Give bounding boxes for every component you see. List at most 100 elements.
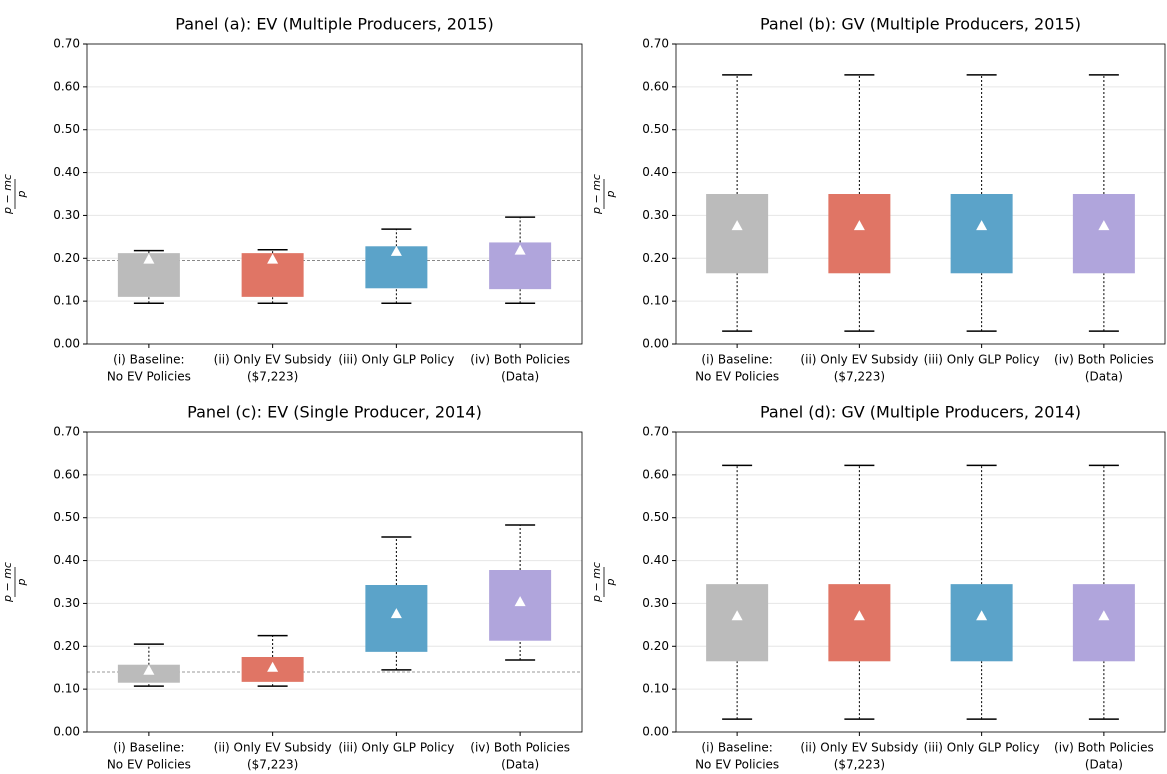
y-label-numerator: p − mc bbox=[590, 174, 603, 215]
mean-marker bbox=[1098, 220, 1110, 231]
x-tick-label: (iii) Only GLP Policy bbox=[338, 353, 454, 367]
mean-marker bbox=[390, 608, 402, 619]
y-tick-label: 0.00 bbox=[53, 725, 80, 739]
y-tick-label: 0.30 bbox=[53, 208, 80, 222]
y-tick-label: 0.20 bbox=[53, 639, 80, 653]
y-tick-label: 0.50 bbox=[642, 122, 669, 136]
mean-marker bbox=[143, 253, 155, 264]
mean-marker bbox=[267, 253, 279, 264]
x-tick-label: (i) Baseline: bbox=[701, 741, 772, 755]
y-axis-label: p − mc p bbox=[1, 174, 28, 215]
x-tick-label: (iv) Both Policies bbox=[470, 741, 570, 755]
x-tick-label: ($7,223) bbox=[834, 370, 885, 384]
x-tick-label: (ii) Only EV Subsidy bbox=[214, 741, 332, 755]
chart-title: Panel (b): GV (Multiple Producers, 2015) bbox=[760, 15, 1081, 34]
mean-marker bbox=[731, 610, 743, 621]
y-tick-label: 0.10 bbox=[642, 682, 669, 696]
y-tick-label: 0.20 bbox=[642, 639, 669, 653]
y-tick-label: 0.00 bbox=[53, 337, 80, 351]
mean-marker bbox=[853, 610, 865, 621]
x-tick-label: (Data) bbox=[501, 370, 539, 384]
x-tick-label: No EV Policies bbox=[107, 758, 191, 772]
y-label-numerator: p − mc bbox=[590, 562, 603, 603]
x-tick-label: (Data) bbox=[501, 758, 539, 772]
x-tick-label: (i) Baseline: bbox=[113, 741, 184, 755]
plot-frame bbox=[675, 431, 1166, 733]
y-label-denominator: p bbox=[604, 190, 617, 198]
y-axis-label: p − mc p bbox=[590, 174, 617, 215]
y-axis-label: p − mc p bbox=[1, 562, 28, 603]
y-label-numerator: p − mc bbox=[1, 562, 14, 603]
y-tick-label: 0.40 bbox=[53, 165, 80, 179]
mean-marker bbox=[976, 610, 988, 621]
x-tick-label: No EV Policies bbox=[695, 758, 779, 772]
x-tick-label: No EV Policies bbox=[695, 370, 779, 384]
box bbox=[828, 584, 891, 662]
y-tick-label: 0.70 bbox=[642, 425, 669, 439]
y-tick-label: 0.10 bbox=[642, 294, 669, 308]
y-tick-label: 0.40 bbox=[53, 553, 80, 567]
box bbox=[1072, 194, 1135, 274]
x-tick-label: (ii) Only EV Subsidy bbox=[214, 353, 332, 367]
y-tick-label: 0.00 bbox=[642, 337, 669, 351]
y-tick-label: 0.40 bbox=[642, 165, 669, 179]
y-tick-label: 0.30 bbox=[53, 596, 80, 610]
mean-marker bbox=[267, 661, 279, 672]
mean-marker bbox=[514, 596, 526, 607]
y-axis-label: p − mc p bbox=[590, 562, 617, 603]
y-tick-label: 0.10 bbox=[53, 294, 80, 308]
x-tick-label: (ii) Only EV Subsidy bbox=[800, 741, 918, 755]
box bbox=[706, 584, 769, 662]
y-tick-label: 0.60 bbox=[642, 467, 669, 481]
box bbox=[950, 584, 1013, 662]
mean-marker bbox=[853, 220, 865, 231]
y-tick-label: 0.10 bbox=[53, 682, 80, 696]
x-tick-label: ($7,223) bbox=[834, 758, 885, 772]
y-tick-label: 0.40 bbox=[642, 553, 669, 567]
y-tick-label: 0.20 bbox=[53, 251, 80, 265]
y-tick-label: 0.70 bbox=[53, 37, 80, 51]
plot-frame bbox=[675, 43, 1166, 345]
x-tick-label: ($7,223) bbox=[247, 758, 298, 772]
y-label-denominator: p bbox=[604, 578, 617, 586]
box bbox=[828, 194, 891, 274]
x-tick-label: (iv) Both Policies bbox=[1054, 353, 1154, 367]
y-tick-label: 0.70 bbox=[642, 37, 669, 51]
chart-title: Panel (a): EV (Multiple Producers, 2015) bbox=[175, 15, 493, 34]
box bbox=[1072, 584, 1135, 662]
x-tick-label: (Data) bbox=[1085, 758, 1123, 772]
y-tick-label: 0.60 bbox=[53, 467, 80, 481]
x-tick-label: (iii) Only GLP Policy bbox=[338, 741, 454, 755]
y-tick-label: 0.30 bbox=[642, 596, 669, 610]
y-label-numerator: p − mc bbox=[1, 174, 14, 215]
mean-marker bbox=[1098, 610, 1110, 621]
mean-marker bbox=[143, 664, 155, 675]
x-tick-label: (iii) Only GLP Policy bbox=[924, 353, 1040, 367]
x-tick-label: (ii) Only EV Subsidy bbox=[800, 353, 918, 367]
box bbox=[950, 194, 1013, 274]
x-tick-label: (iv) Both Policies bbox=[470, 353, 570, 367]
y-tick-label: 0.00 bbox=[642, 725, 669, 739]
x-tick-label: ($7,223) bbox=[247, 370, 298, 384]
x-tick-label: (iv) Both Policies bbox=[1054, 741, 1154, 755]
x-tick-label: (Data) bbox=[1085, 370, 1123, 384]
plot-frame bbox=[86, 43, 583, 345]
x-tick-label: (i) Baseline: bbox=[113, 353, 184, 367]
x-tick-label: No EV Policies bbox=[107, 370, 191, 384]
y-tick-label: 0.70 bbox=[53, 425, 80, 439]
box bbox=[365, 585, 428, 652]
y-label-denominator: p bbox=[15, 190, 28, 198]
box bbox=[706, 194, 769, 274]
chart-title: Panel (c): EV (Single Producer, 2014) bbox=[187, 403, 482, 422]
x-tick-label: (iii) Only GLP Policy bbox=[924, 741, 1040, 755]
mean-marker bbox=[390, 245, 402, 256]
y-tick-label: 0.60 bbox=[53, 79, 80, 93]
mean-marker bbox=[976, 220, 988, 231]
y-tick-label: 0.50 bbox=[642, 510, 669, 524]
y-tick-label: 0.20 bbox=[642, 251, 669, 265]
y-tick-label: 0.50 bbox=[53, 510, 80, 524]
y-tick-label: 0.60 bbox=[642, 79, 669, 93]
y-tick-label: 0.30 bbox=[642, 208, 669, 222]
mean-marker bbox=[514, 244, 526, 255]
